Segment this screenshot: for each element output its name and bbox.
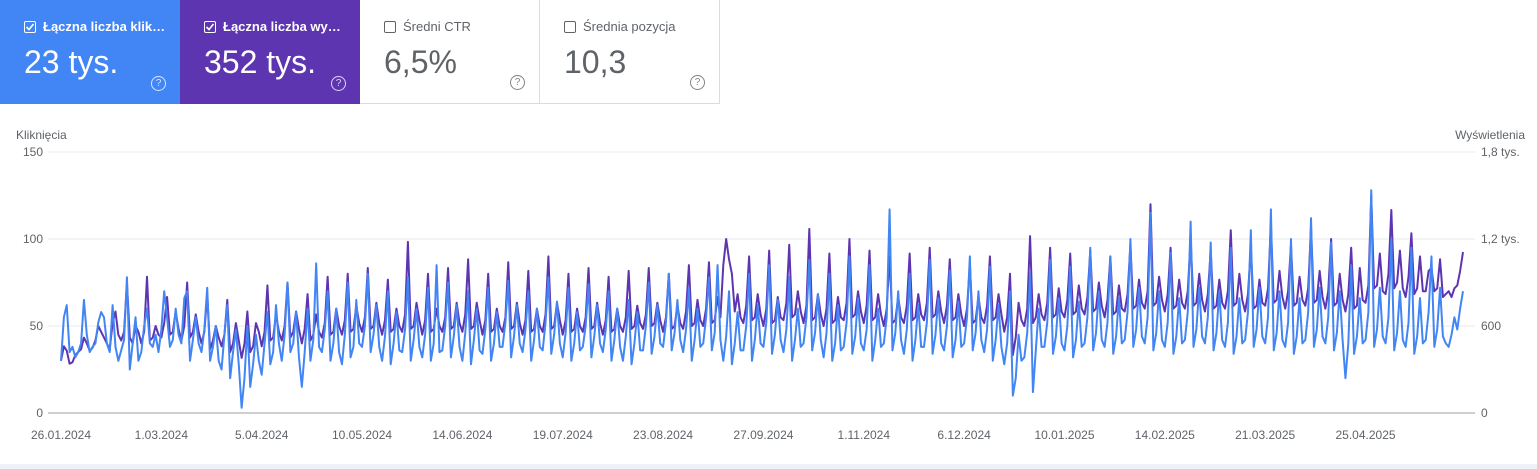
y-axis-title: Kliknięcia (16, 128, 67, 142)
metric-value: 6,5% (384, 44, 457, 80)
help-icon[interactable]: ? (690, 75, 705, 90)
x-tick-label: 1.11.2024 (838, 428, 891, 442)
metric-label: Łączna liczba klik… (43, 19, 166, 34)
metric-card[interactable]: Łączna liczba wy… 352 tys.? (180, 0, 360, 104)
help-icon[interactable]: ? (510, 75, 525, 90)
x-tick-label: 19.07.2024 (533, 428, 593, 442)
y2-tick-label: 1,2 tys. (1481, 232, 1520, 246)
x-tick-label: 6.12.2024 (937, 428, 991, 442)
checkbox[interactable] (204, 21, 216, 33)
y-tick-label: 50 (30, 319, 44, 333)
x-tick-label: 14.06.2024 (432, 428, 492, 442)
metric-label: Średni CTR (403, 19, 471, 34)
y-tick-label: 150 (23, 145, 43, 159)
footer-strip (0, 464, 1537, 469)
x-tick-label: 10.05.2024 (332, 428, 392, 442)
checkbox[interactable] (384, 21, 396, 33)
y2-tick-label: 600 (1481, 319, 1501, 333)
metric-label: Łączna liczba wy… (223, 19, 341, 34)
metric-card[interactable]: Średnia pozycja 10,3? (540, 0, 720, 104)
metric-value: 10,3 (564, 44, 627, 80)
metric-cards: Łączna liczba klik… 23 tys.? Łączna liczba… (0, 0, 720, 104)
x-tick-label: 26.01.2024 (31, 428, 91, 442)
x-tick-label: 27.09.2024 (733, 428, 793, 442)
y-tick-label: 100 (23, 232, 43, 246)
checkbox[interactable] (24, 21, 36, 33)
check-mark (25, 23, 35, 31)
check-mark (205, 23, 215, 31)
x-tick-label: 10.01.2025 (1034, 428, 1094, 442)
series-line (60, 189, 1464, 409)
y2-axis-title: Wyświetlenia (1455, 128, 1525, 142)
metric-label: Średnia pozycja (583, 19, 676, 34)
metric-card[interactable]: Łączna liczba klik… 23 tys.? (0, 0, 180, 104)
metric-value: 352 tys. (204, 44, 317, 80)
x-tick-label: 1.03.2024 (135, 428, 189, 442)
y2-tick-label: 1,8 tys. (1481, 145, 1520, 159)
y-tick-label: 0 (36, 406, 43, 420)
metric-value: 23 tys. (24, 44, 119, 80)
x-tick-label: 21.03.2025 (1235, 428, 1295, 442)
x-tick-label: 5.04.2024 (235, 428, 289, 442)
checkbox[interactable] (564, 21, 576, 33)
y2-tick-label: 0 (1481, 406, 1488, 420)
x-tick-label: 25.04.2025 (1335, 428, 1395, 442)
x-tick-label: 14.02.2025 (1135, 428, 1195, 442)
help-icon[interactable]: ? (331, 76, 346, 91)
x-tick-label: 23.08.2024 (633, 428, 693, 442)
help-icon[interactable]: ? (151, 76, 166, 91)
metric-card[interactable]: Średni CTR 6,5%? (360, 0, 540, 104)
